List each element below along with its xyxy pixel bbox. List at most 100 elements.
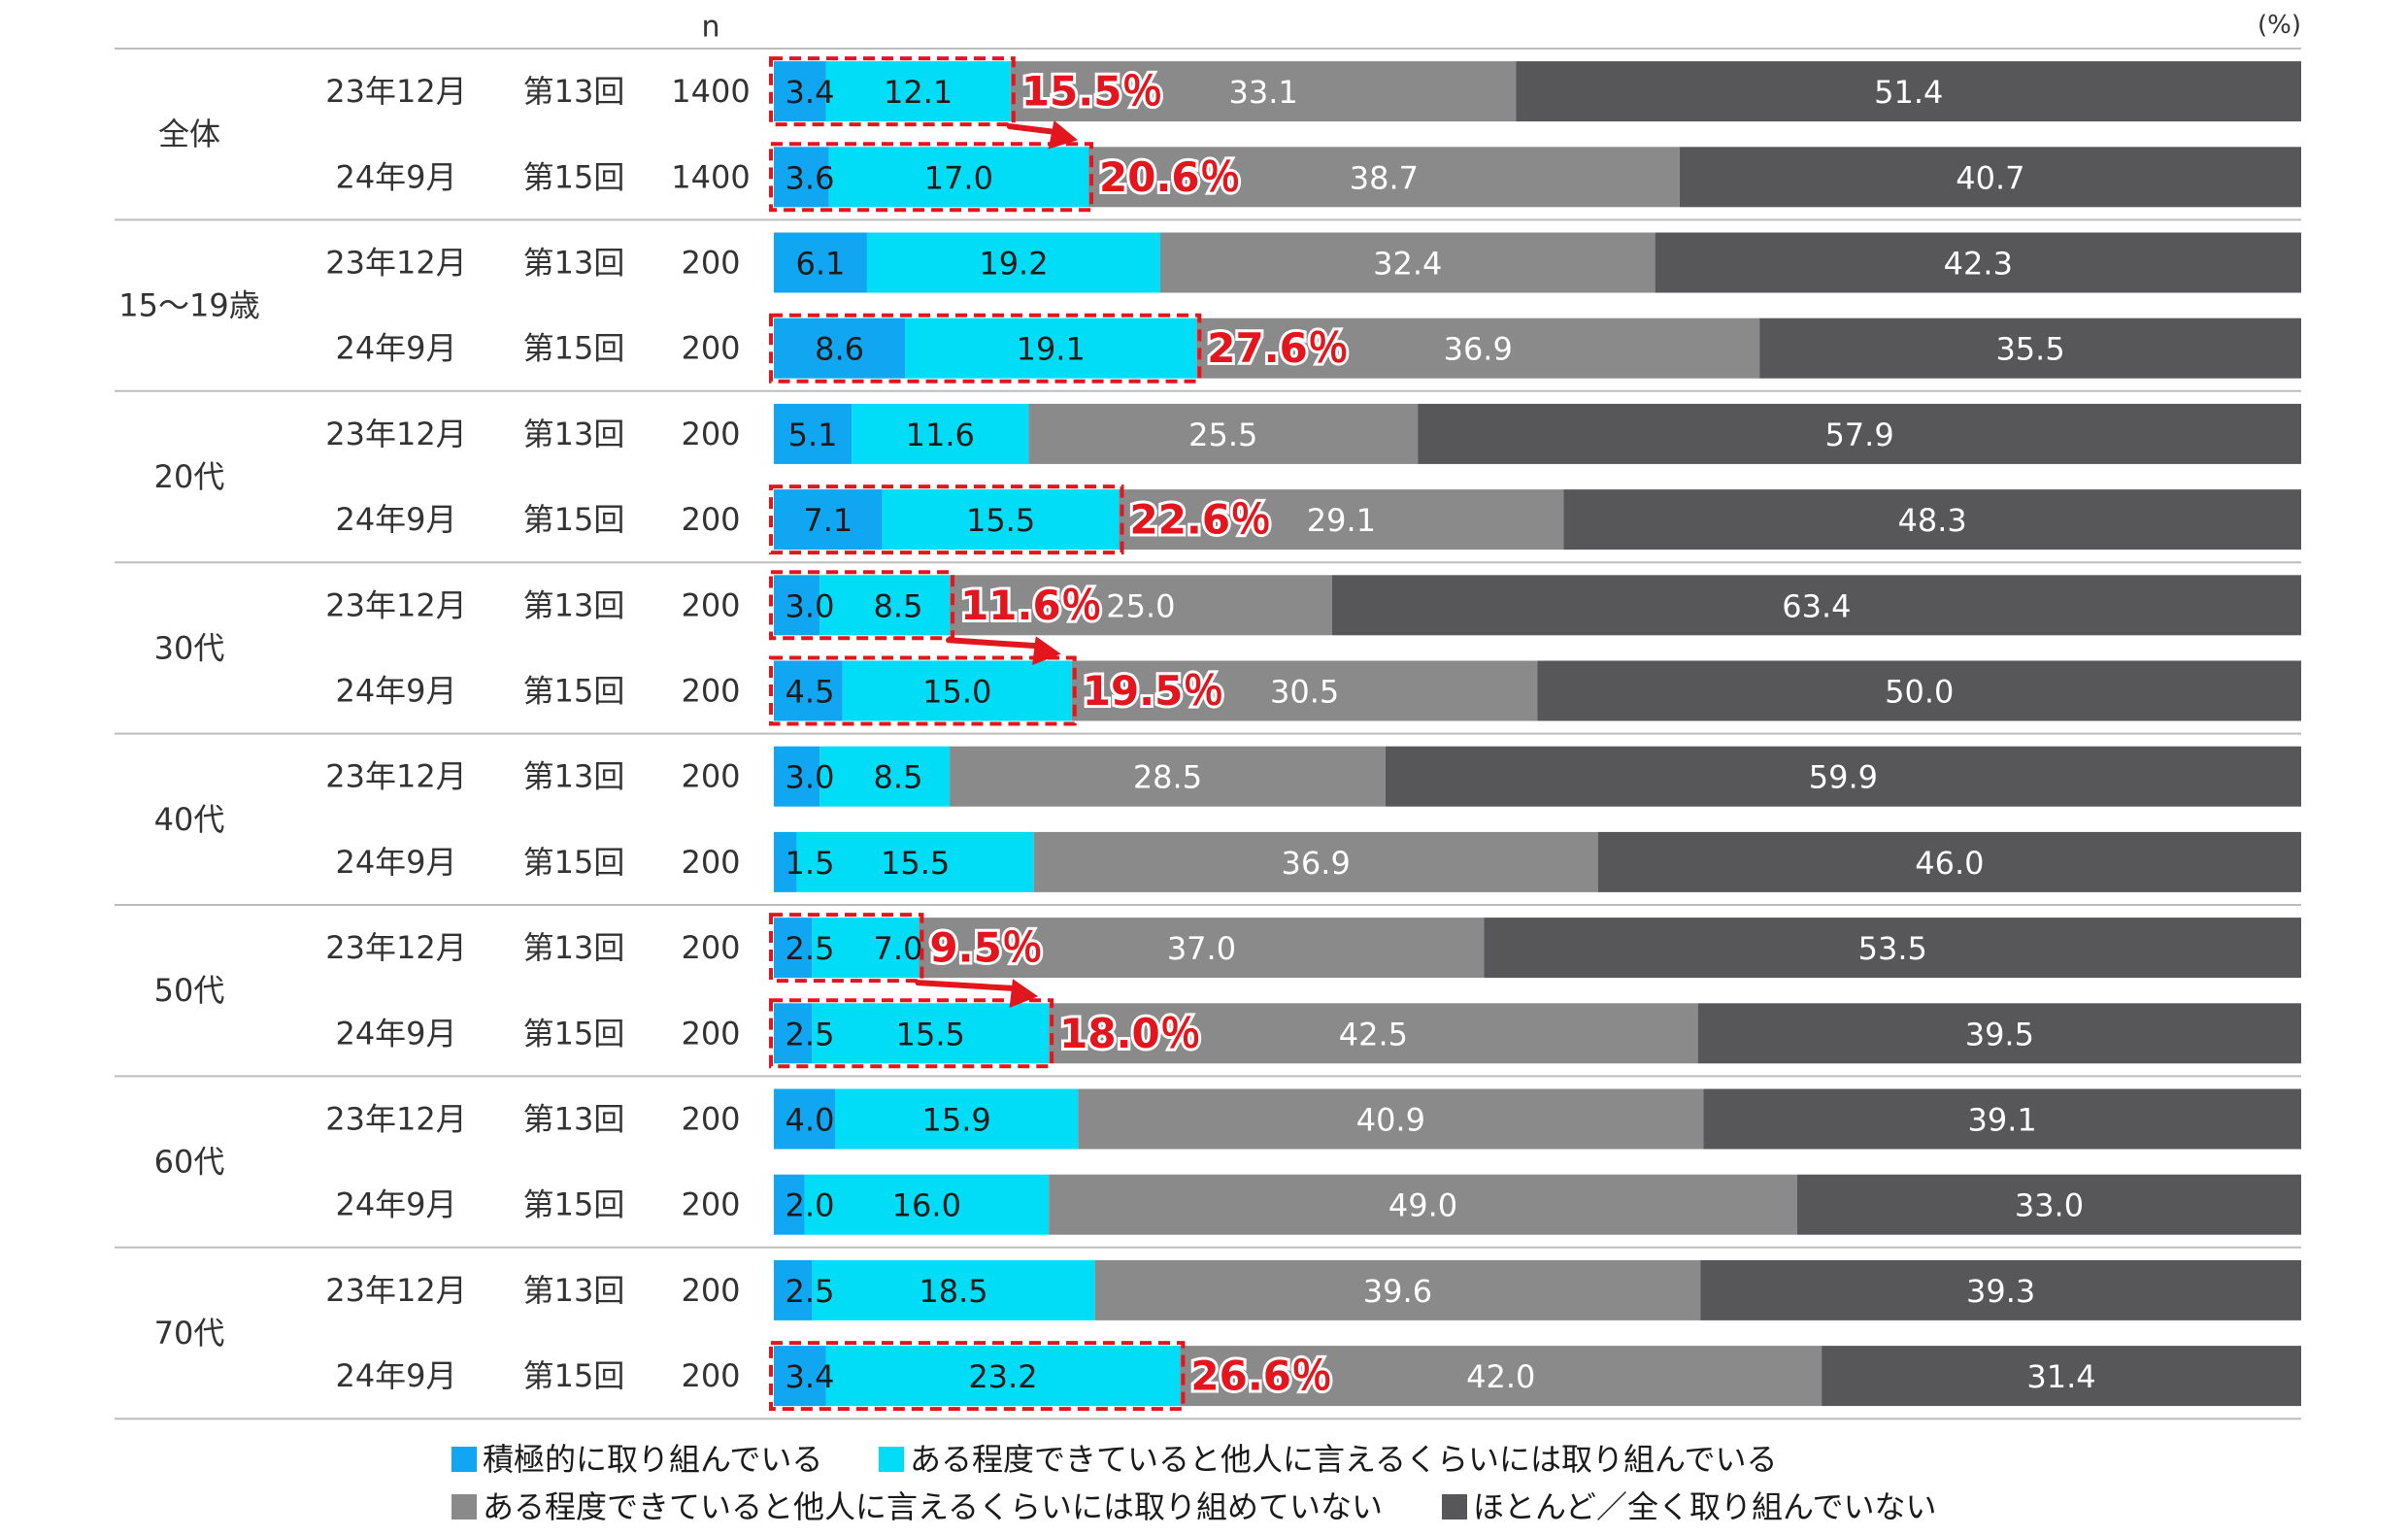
bar-value-label: 15.5 <box>896 1016 965 1052</box>
row-n: 200 <box>681 1101 740 1138</box>
row-n: 200 <box>681 1186 740 1223</box>
row-date: 23年12月 <box>325 73 466 110</box>
bar-value-label: 3.4 <box>786 1358 835 1395</box>
row-round: 第15回 <box>523 1186 625 1223</box>
row-n: 200 <box>681 586 740 623</box>
highlight-value: 15.5％ <box>1021 68 1163 116</box>
bar-segment <box>1049 1174 1797 1235</box>
bar-value-label: 3.0 <box>786 587 835 624</box>
bar-segment <box>1537 660 2301 721</box>
bar-value-label: 36.9 <box>1444 331 1513 368</box>
bar-value-label: 39.3 <box>1966 1273 2035 1310</box>
bar-segment <box>866 232 1160 293</box>
bar-segment <box>825 61 1011 122</box>
bar-value-label: 8.5 <box>874 587 923 624</box>
group-label: 40代 <box>154 801 225 838</box>
row-round: 第13回 <box>523 1272 625 1309</box>
bar-segment <box>1180 1346 1823 1407</box>
row-round: 第13回 <box>523 929 625 966</box>
row-n: 1400 <box>671 73 750 110</box>
bar-value-label: 4.5 <box>786 674 835 711</box>
bars: 3.4 12.1 33.1 51.4 3.6 17.0 38.7 40.7 6.1 19.2 32.… <box>774 61 2301 1407</box>
bar-segment <box>1033 831 1598 892</box>
highlight-value: 26.6％ <box>1190 1352 1332 1400</box>
highlight-box <box>769 56 1016 127</box>
bar-segment <box>842 660 1072 721</box>
bar-value-label: 39.6 <box>1363 1273 1432 1310</box>
bar-value-label: 23.2 <box>968 1358 1037 1395</box>
bar-value-label: 6.1 <box>796 246 846 283</box>
row-round: 第13回 <box>523 586 625 623</box>
row-date: 23年12月 <box>325 758 466 795</box>
bar-value-label: 46.0 <box>1915 845 1984 882</box>
row-round: 第15回 <box>523 1015 625 1052</box>
bar-segment <box>1196 317 1760 379</box>
group-label: 全体 <box>158 116 220 152</box>
bar-segment <box>1028 403 1419 464</box>
row-n: 200 <box>681 1272 740 1309</box>
highlight-box <box>769 142 1094 213</box>
bar-value-label: 37.0 <box>1167 930 1236 967</box>
group-label: 15～19歳 <box>118 287 259 324</box>
bar-segment <box>905 317 1197 379</box>
highlight-value: 27.6％ <box>1207 324 1349 372</box>
bar-value-label: 18.5 <box>919 1273 987 1310</box>
arrow-head <box>1032 636 1061 665</box>
legend-swatch <box>452 1494 477 1519</box>
bar-value-label: 3.4 <box>786 74 835 111</box>
bar-value-label: 40.9 <box>1356 1102 1425 1139</box>
highlight-box <box>769 484 1124 555</box>
bar-value-label: 42.3 <box>1944 246 2013 283</box>
bar-value-label: 15.5 <box>966 502 1035 539</box>
row-date: 24年9月 <box>335 501 456 538</box>
bar-segment <box>812 1003 1050 1064</box>
highlight-value: 19.5％ <box>1083 667 1224 715</box>
bar-value-label: 35.5 <box>1995 331 2064 368</box>
bar-value-label: 28.5 <box>1133 759 1202 796</box>
bar-segment <box>774 831 797 892</box>
row-date: 24年9月 <box>335 844 456 881</box>
group-label: 60代 <box>154 1144 225 1181</box>
bar-value-label: 5.1 <box>788 417 838 453</box>
row-date: 23年12月 <box>325 929 466 966</box>
highlight-box <box>769 913 924 984</box>
bar-value-label: 17.0 <box>924 159 993 196</box>
bar-value-label: 3.6 <box>786 159 835 196</box>
bar-segment <box>774 1346 826 1407</box>
bar-segment <box>1010 61 1517 122</box>
bar-segment <box>1484 918 2301 979</box>
bar-segment <box>1331 575 2301 636</box>
arrow-line <box>946 637 1045 650</box>
bar-segment <box>1078 1088 1704 1150</box>
bar-segment <box>1385 746 2301 807</box>
highlight-value: 9.5％ <box>929 924 1042 972</box>
highlight-value: 18.0％ <box>1059 1010 1201 1057</box>
legend-swatch <box>1442 1494 1467 1519</box>
bar-segment <box>1088 147 1680 208</box>
row-n: 200 <box>681 758 740 795</box>
bar-value-label: 57.9 <box>1824 417 1893 453</box>
bar-segment <box>1071 660 1538 721</box>
row-date: 24年9月 <box>335 1186 456 1223</box>
bar-value-label: 63.4 <box>1782 587 1851 624</box>
bar-value-label: 25.0 <box>1106 587 1175 624</box>
row-n: 200 <box>681 416 740 452</box>
bar-value-label: 2.5 <box>786 1273 835 1310</box>
bar-value-label: 42.0 <box>1466 1358 1535 1395</box>
bar-value-label: 42.5 <box>1339 1016 1408 1052</box>
bar-segment <box>1655 232 2301 293</box>
highlight-box <box>769 1341 1186 1412</box>
bar-segment <box>1759 317 2301 379</box>
arrow-head <box>1048 120 1079 150</box>
bar-value-label: 40.7 <box>1956 159 2024 196</box>
bar-segment <box>1796 1174 2301 1235</box>
bar-value-label: 11.6 <box>906 417 975 453</box>
bar-value-label: 2.0 <box>786 1187 835 1224</box>
bar-segment <box>1700 1259 2301 1320</box>
highlight-value: 20.6％ <box>1099 153 1241 201</box>
bar-value-label: 49.0 <box>1388 1187 1457 1224</box>
bar-segment <box>1703 1088 2301 1150</box>
bar-value-label: 30.5 <box>1270 674 1339 711</box>
row-n: 200 <box>681 844 740 881</box>
bar-segment <box>882 489 1120 551</box>
